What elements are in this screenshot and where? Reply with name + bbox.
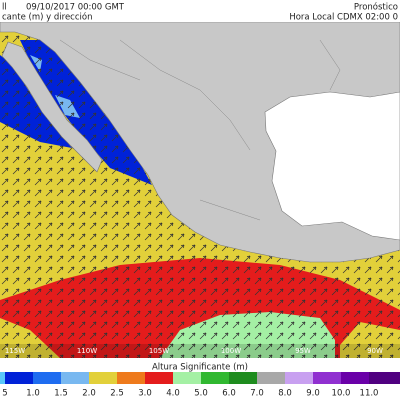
longitude-label: 115W: [5, 347, 25, 355]
map: 115W 110W 105W 100W 95W 90W: [0, 22, 400, 358]
longitude-labels: 115W 110W 105W 100W 95W 90W: [5, 347, 383, 355]
legend-swatch: [369, 372, 400, 384]
header-left-partial: ll: [2, 3, 7, 13]
longitude-label: 90W: [367, 347, 383, 355]
legend-swatch: [201, 372, 229, 384]
legend-label: 6.0: [222, 389, 236, 399]
legend-label: 5.0: [194, 389, 208, 399]
legend-swatch: [33, 372, 61, 384]
state-borders: [59, 39, 341, 221]
legend-label: 2.0: [82, 389, 96, 399]
legend-label: 2.5: [110, 389, 124, 399]
legend-swatch: [61, 372, 89, 384]
legend-label: 5: [2, 389, 7, 399]
legend-swatch: [5, 372, 33, 384]
legend-label: 11.0: [360, 389, 379, 399]
legend-swatch: [117, 372, 145, 384]
legend-swatch: [89, 372, 117, 384]
legend-label: 1.0: [26, 389, 40, 399]
longitude-label: 100W: [221, 347, 241, 355]
legend-swatch: [0, 372, 5, 384]
legend-label: 1.5: [54, 389, 68, 399]
longitude-label: 95W: [295, 347, 311, 355]
legend-swatch: [313, 372, 341, 384]
legend-label: 10.0: [332, 389, 351, 399]
legend-title: Altura Significante (m): [152, 363, 248, 373]
legend-label: 9.0: [306, 389, 320, 399]
legend-swatch: [145, 372, 173, 384]
legend-label: 8.0: [278, 389, 292, 399]
legend-swatch: [341, 372, 369, 384]
legend-label: 3.0: [138, 389, 152, 399]
longitude-label: 105W: [149, 347, 169, 355]
legend: 5 1.0 1.5 2.0 2.5 3.0 4.0 5.0 6.0 7.0 8.0 9.0 10.0 11…: [0, 372, 400, 399]
header-right-subtitle: Hora Local CDMX 02:00 0: [289, 13, 398, 23]
legend-swatch: [257, 372, 285, 384]
legend-label: 4.0: [166, 389, 180, 399]
longitude-label: 110W: [77, 347, 97, 355]
legend-label: 7.0: [250, 389, 264, 399]
legend-swatch: [229, 372, 257, 384]
gulf-of-mexico: [264, 91, 400, 241]
header-datetime: 09/10/2017 00:00 GMT: [26, 3, 125, 13]
longitude-strip: [0, 344, 400, 358]
legend-swatch: [285, 372, 313, 384]
header-subtitle: cante (m) y dirección: [2, 12, 92, 23]
legend-swatch: [173, 372, 201, 384]
land-baja-california: [1, 41, 103, 173]
header-right-title: Pronóstico: [354, 2, 398, 13]
